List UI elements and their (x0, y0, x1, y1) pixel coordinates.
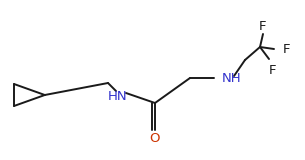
Text: F: F (269, 64, 277, 76)
Text: HN: HN (108, 89, 128, 103)
Text: O: O (150, 132, 160, 144)
Text: F: F (259, 20, 267, 32)
Text: F: F (282, 43, 290, 56)
Text: NH: NH (222, 72, 242, 84)
